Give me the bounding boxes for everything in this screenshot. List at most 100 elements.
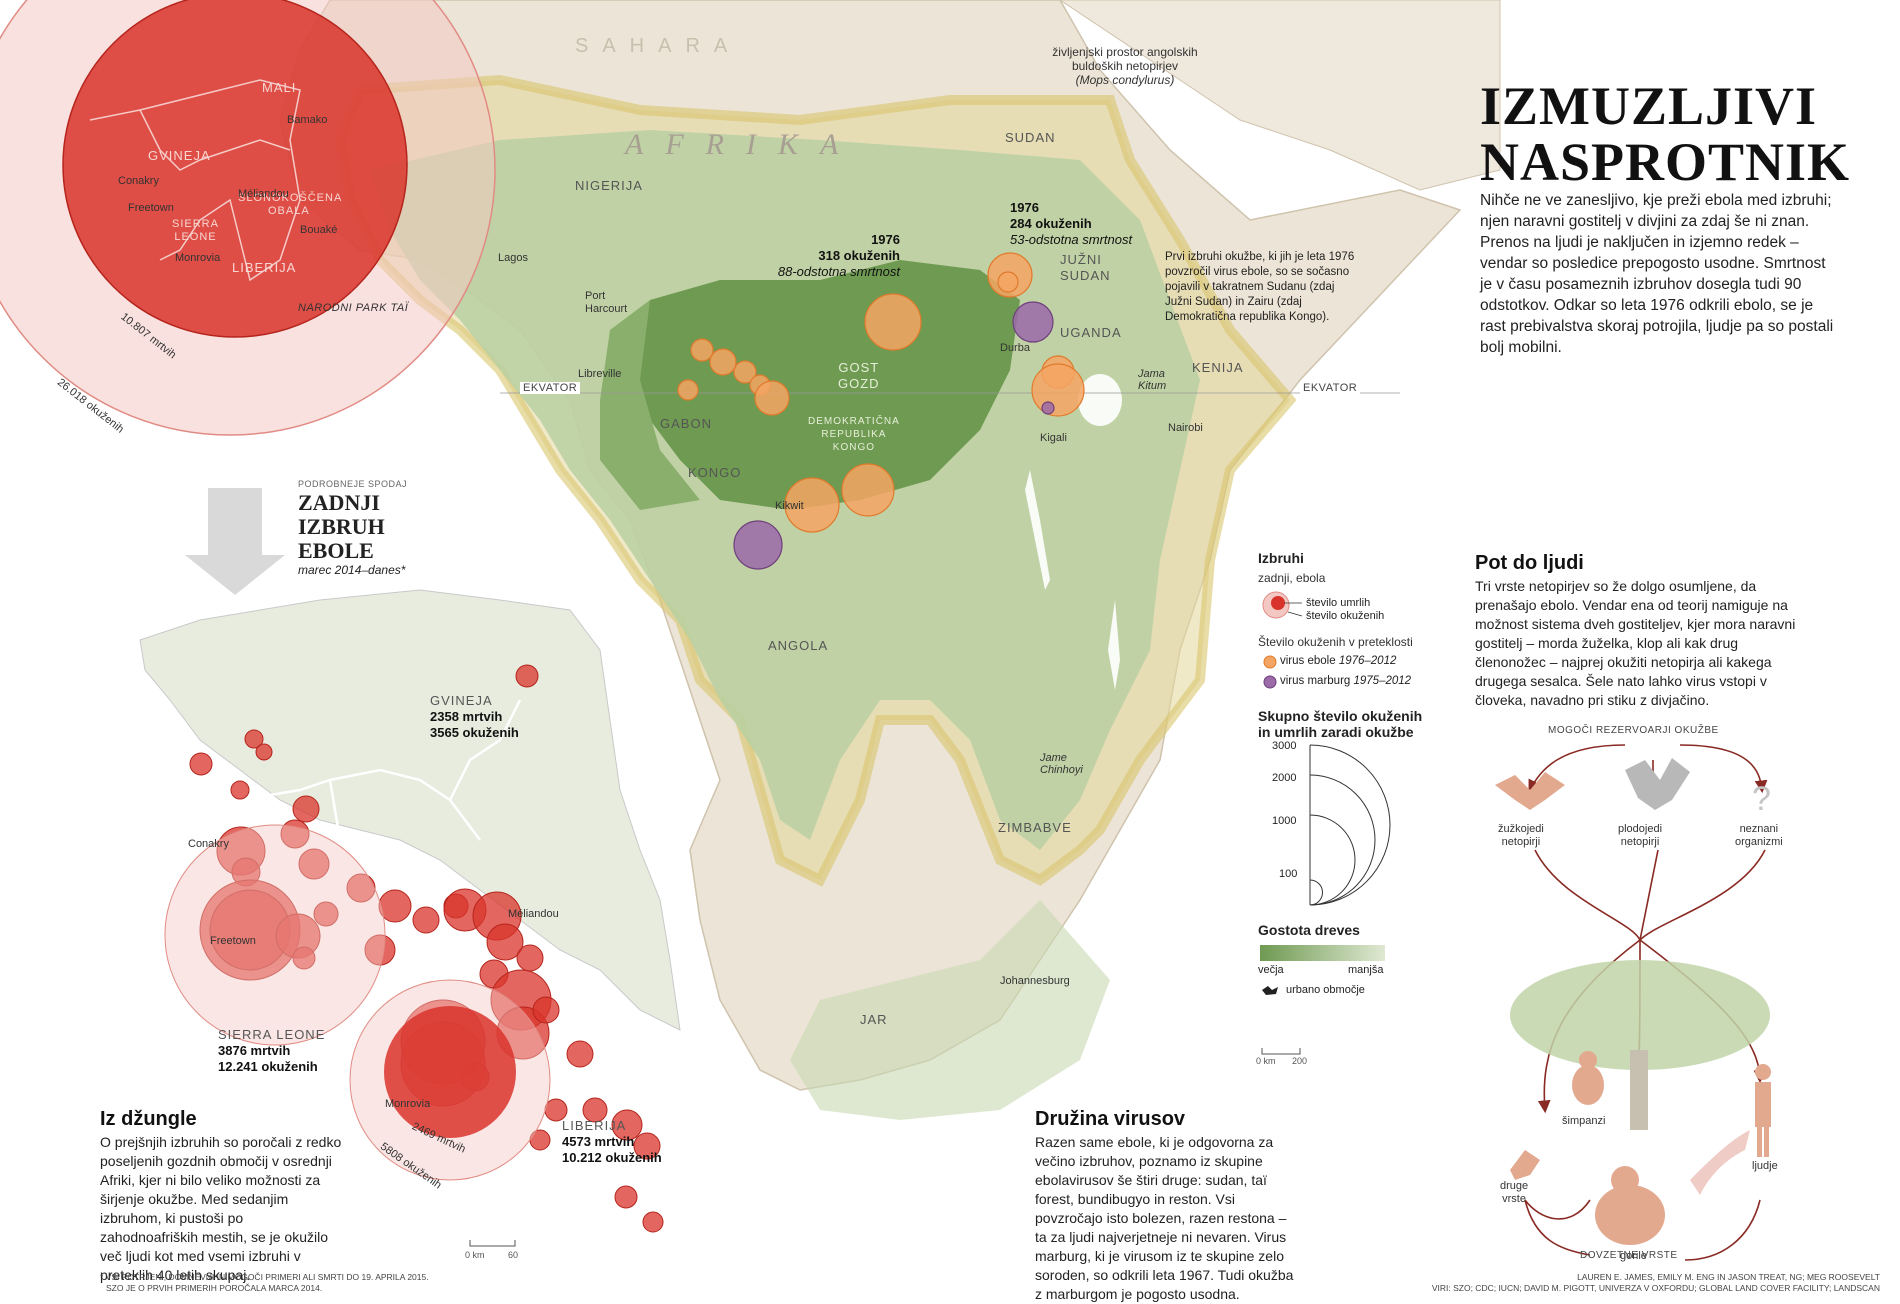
country-sudan: SUDAN [1005,130,1056,145]
legend-zadnji: zadnji, ebola [1258,571,1326,585]
city-port-harcourt: Port Harcourt [585,290,627,316]
detail-liberija-cases: 10.212 okuženih [562,1150,662,1165]
page-title: IZMUZLJIVI NASPROTNIK [1480,78,1880,190]
iz-dzungle-text: O prejšnjih izbruhih so poročali z redko… [100,1134,342,1283]
inset-sierra-line2: LEONE [174,231,217,243]
port-harcourt-line2: Harcourt [585,303,628,315]
legend-marburg: virus marburg 1975–2012 [1280,675,1411,687]
inset-sierra: SIERRA LEONE [172,218,219,244]
lake-malawi [1108,600,1120,690]
detail-sierra-name: SIERRA LEONE [218,1027,326,1042]
outbreak-1976-sudan: 1976 284 okuženih 53-odstotna smrtnost [1010,200,1132,248]
legend-density-title: Gostota dreves [1258,922,1360,938]
plodojedi-line1: plodojedi [1618,823,1663,835]
jama-chinhoyi-line1: Jame [1040,752,1067,764]
druzina-text: Razen same ebole, ki je odgovorna za več… [1035,1134,1294,1302]
legend-size-scale [1309,744,1391,906]
first-outbreak-note: Prvi izbruhi okužbe, ki jih je leta 1976… [1165,251,1355,323]
druge-line2: vrste [1502,1193,1526,1205]
label-ljudje: ljudje [1752,1160,1778,1172]
detail-liberija: LIBERIJA 4573 mrtvih 10.212 okuženih [562,1118,662,1166]
sudan-1976-rate: 53-odstotna smrtnost [1010,232,1133,247]
bat-insectivore-icon [1495,772,1565,810]
country-zimbabve: ZIMBABVE [998,820,1072,835]
legend-total-line1: Skupno število okuženih [1258,708,1423,724]
footnote-line2: SZO JE O PRVIH PRIMERIH POROČALA MARCA 2… [106,1283,323,1293]
legend-scale-1000: 1000 [1272,815,1297,827]
label-dovzetne: DOVZETNE VRSTE [1580,1250,1678,1261]
zuzkojedi-line1: žužkojedi [1498,823,1544,835]
lake-tanganyika [1025,470,1050,590]
detail-scale-60: 60 [508,1250,519,1260]
legend-okuzenih: število okuženih [1306,610,1385,622]
bat-fruit-icon [1625,758,1690,810]
legend-manjsa: manjša [1348,964,1384,976]
country-uganda: UGANDA [1060,325,1122,340]
forest-medium [600,300,700,510]
lake-victoria [1078,374,1122,426]
legend-total-title: Skupno število okuženih in umrlih zaradi… [1258,708,1422,740]
latest-title-3: EBOLE [298,538,374,563]
detail-gvineja-cases: 3565 okuženih [430,725,519,740]
detail-conakry: Conakry [188,838,229,850]
legend-umrlih: število umrlih [1306,597,1371,609]
habitat-note: življenjski prostor angolskih buldoških … [1010,45,1240,87]
afrika-label: AFRIKA [625,128,861,161]
legend-marburg-years: 1975–2012 [1353,675,1412,687]
city-nairobi: Nairobi [1168,422,1203,434]
country-jar: JAR [860,1012,888,1027]
sierra-cases-circle [164,824,386,1046]
tree-density-gradient [1260,945,1385,961]
gost-gozd-label: GOST GOZD [838,360,880,392]
detail-gvineja-name: GVINEJA [430,693,493,708]
zaire-1976-year: 1976 [871,232,900,247]
gost-gozd-line1: GOST [838,360,880,375]
zaire-1976-cases: 318 okuženih [818,248,900,263]
legend-scale-2000: 2000 [1272,772,1297,784]
footnote-line1: * VSI POTRJENI, DOMNEVNI IN MOGOČI PRIME… [100,1272,429,1282]
label-gorile: gorile [1620,1250,1647,1262]
slonokoscena-line2: OBALA [268,205,310,217]
plodojedi-line2: netopirji [1620,836,1660,848]
monrovia-deaths-circle [384,1006,516,1138]
habitat-note-line3: (Mops condylurus) [1075,73,1175,87]
forest-east-africa [790,900,1110,1120]
inset-park: NARODNI PARK TAÏ [298,302,409,314]
habitat-note-line1: življenjski prostor angolskih [1052,45,1198,59]
gost-gozd-line2: GOZD [838,376,880,391]
label-simpanzi: šimpanzi [1562,1115,1606,1127]
other-species-icon [1510,1150,1540,1180]
inset-sierra-line1: SIERRA [172,218,219,230]
footnote: * VSI POTRJENI, DOMNEVNI IN MOGOČI PRIME… [100,1272,429,1294]
habitat-note-line2: buldoških netopirjev [1071,59,1179,73]
sudan-1976-cases: 284 okuženih [1010,216,1092,231]
country-kenija: KENIJA [1192,360,1244,375]
tree-trunk [1630,1050,1648,1130]
equator-label-left: EKVATOR [520,382,581,394]
legend: Izbruhi zadnji, ebola [1258,550,1428,585]
intro-text: Nihče ne ve zanesljivo, kje preži ebola … [1480,192,1834,356]
human-icon [1755,1064,1771,1157]
label-plodojedi: plodojedi netopirji [1618,823,1662,849]
gorilla-icon [1595,1166,1665,1245]
zuzkojedi-line2: netopirji [1501,836,1541,848]
legend-izbruhi: Izbruhi [1258,550,1304,566]
detail-freetown: Freetown [210,935,256,947]
question-mark-icon: ? [1752,780,1771,818]
legend-ebola: virus ebole 1976–2012 [1280,655,1396,667]
legend-latest-outbreak-symbol [1262,591,1303,619]
latest-subtitle: marec 2014–danes* [298,563,406,577]
sudan-1976-year: 1976 [1010,200,1039,215]
inset-monrovia: Monrovia [175,252,221,264]
urban-area-icon [1262,986,1278,995]
down-arrow-icon [185,488,285,595]
inset-gvineja: GVINEJA [148,148,211,163]
transmission-arrow-to-humans [1690,1130,1750,1195]
legend-marburg-dot [1263,675,1277,689]
drk-line2: REPUBLIKA [821,429,887,440]
city-libreville: Libreville [578,368,622,380]
ebola-outbreak-circles [677,252,1085,533]
svg-text:?: ? [1752,780,1771,818]
legend-scale-3000: 3000 [1272,740,1297,752]
